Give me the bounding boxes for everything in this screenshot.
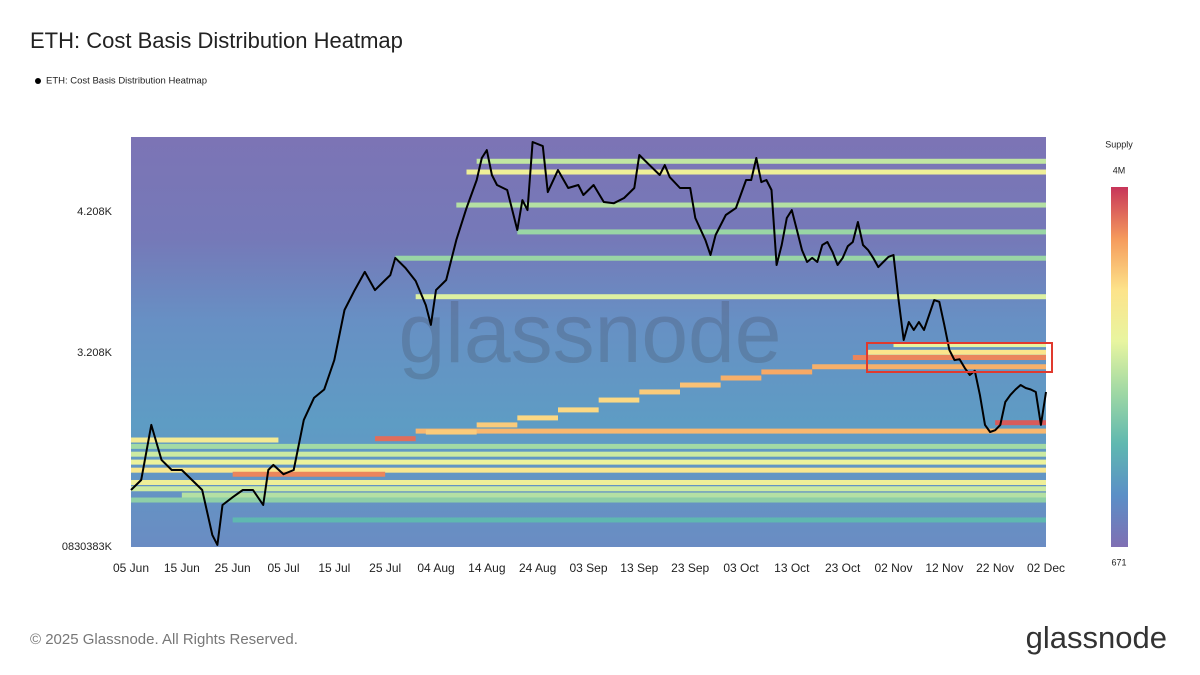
x-tick-label: 24 Aug	[519, 561, 556, 575]
x-tick-label: 22 Nov	[976, 561, 1014, 575]
highlight-box	[866, 342, 1053, 373]
heat-band	[680, 382, 721, 388]
x-tick-label: 05 Jul	[267, 561, 299, 575]
heat-band	[232, 517, 1046, 523]
y-tick-label: 4.208K	[77, 206, 113, 218]
watermark: glassnode	[399, 286, 782, 380]
heat-band	[131, 443, 1046, 449]
x-tick-label: 12 Nov	[925, 561, 963, 575]
heat-band	[852, 355, 1046, 361]
heat-band	[517, 415, 558, 421]
x-tick-label: 25 Jul	[369, 561, 401, 575]
legend-label: ETH: Cost Basis Distribution Heatmap	[46, 76, 207, 87]
x-tick-label: 03 Sep	[569, 561, 607, 575]
heat-band	[456, 202, 1046, 208]
heat-band	[131, 479, 1046, 485]
heat-band	[812, 364, 1046, 370]
colorbar-title: Supply	[1105, 139, 1133, 149]
heat-band	[131, 486, 1046, 492]
heat-band	[375, 436, 416, 442]
heat-band	[868, 349, 1046, 355]
heat-band	[466, 169, 1046, 175]
x-tick-label: 23 Oct	[825, 561, 861, 575]
heat-band	[639, 389, 680, 395]
heat-band	[415, 294, 1047, 300]
x-tick-label: 14 Aug	[468, 561, 505, 575]
heat-band	[893, 342, 1046, 348]
x-tick-label: 02 Dec	[1027, 561, 1065, 575]
x-tick-label: 23 Sep	[671, 561, 709, 575]
chart-title: ETH: Cost Basis Distribution Heatmap	[30, 28, 403, 53]
heat-band	[131, 437, 279, 443]
x-tick-label: 13 Oct	[774, 561, 810, 575]
price-line	[130, 141, 1047, 546]
colorbar-tick-label: 4M	[1113, 165, 1126, 175]
x-tick-label: 15 Jul	[318, 561, 350, 575]
x-tick-label: 15 Jun	[164, 561, 200, 575]
x-tick-label: 25 Jun	[215, 561, 251, 575]
x-tick-label: 04 Aug	[417, 561, 454, 575]
x-tick-label: 05 Jun	[113, 561, 149, 575]
x-tick-label: 13 Sep	[620, 561, 658, 575]
y-tick-label: 3.208K	[77, 347, 113, 359]
colorbar	[1111, 187, 1128, 547]
heat-band	[476, 158, 1047, 164]
heat-band	[131, 497, 1046, 503]
heat-band	[425, 429, 477, 435]
heat-band	[598, 397, 640, 403]
heat-band	[517, 229, 1046, 235]
heat-band	[558, 407, 599, 413]
heat-band	[131, 459, 1046, 465]
heat-band	[415, 428, 1047, 434]
heat-band	[476, 422, 518, 428]
copyright: © 2025 Glassnode. All Rights Reserved.	[30, 631, 298, 648]
x-tick-label: 02 Nov	[874, 561, 912, 575]
logo: glassnode	[1026, 620, 1167, 655]
heat-band	[131, 451, 1046, 457]
heat-band	[395, 255, 1046, 261]
heat-band	[232, 471, 386, 477]
heat-band	[761, 369, 813, 375]
colorbar-tick-label: 671	[1111, 557, 1126, 567]
heat-band	[995, 420, 1046, 426]
legend-dot	[35, 78, 41, 84]
heat-band	[720, 375, 762, 381]
x-tick-label: 03 Oct	[723, 561, 759, 575]
heat-band	[131, 467, 1046, 473]
y-tick-label: 0830383K	[62, 541, 113, 553]
heat-band	[181, 492, 1047, 498]
